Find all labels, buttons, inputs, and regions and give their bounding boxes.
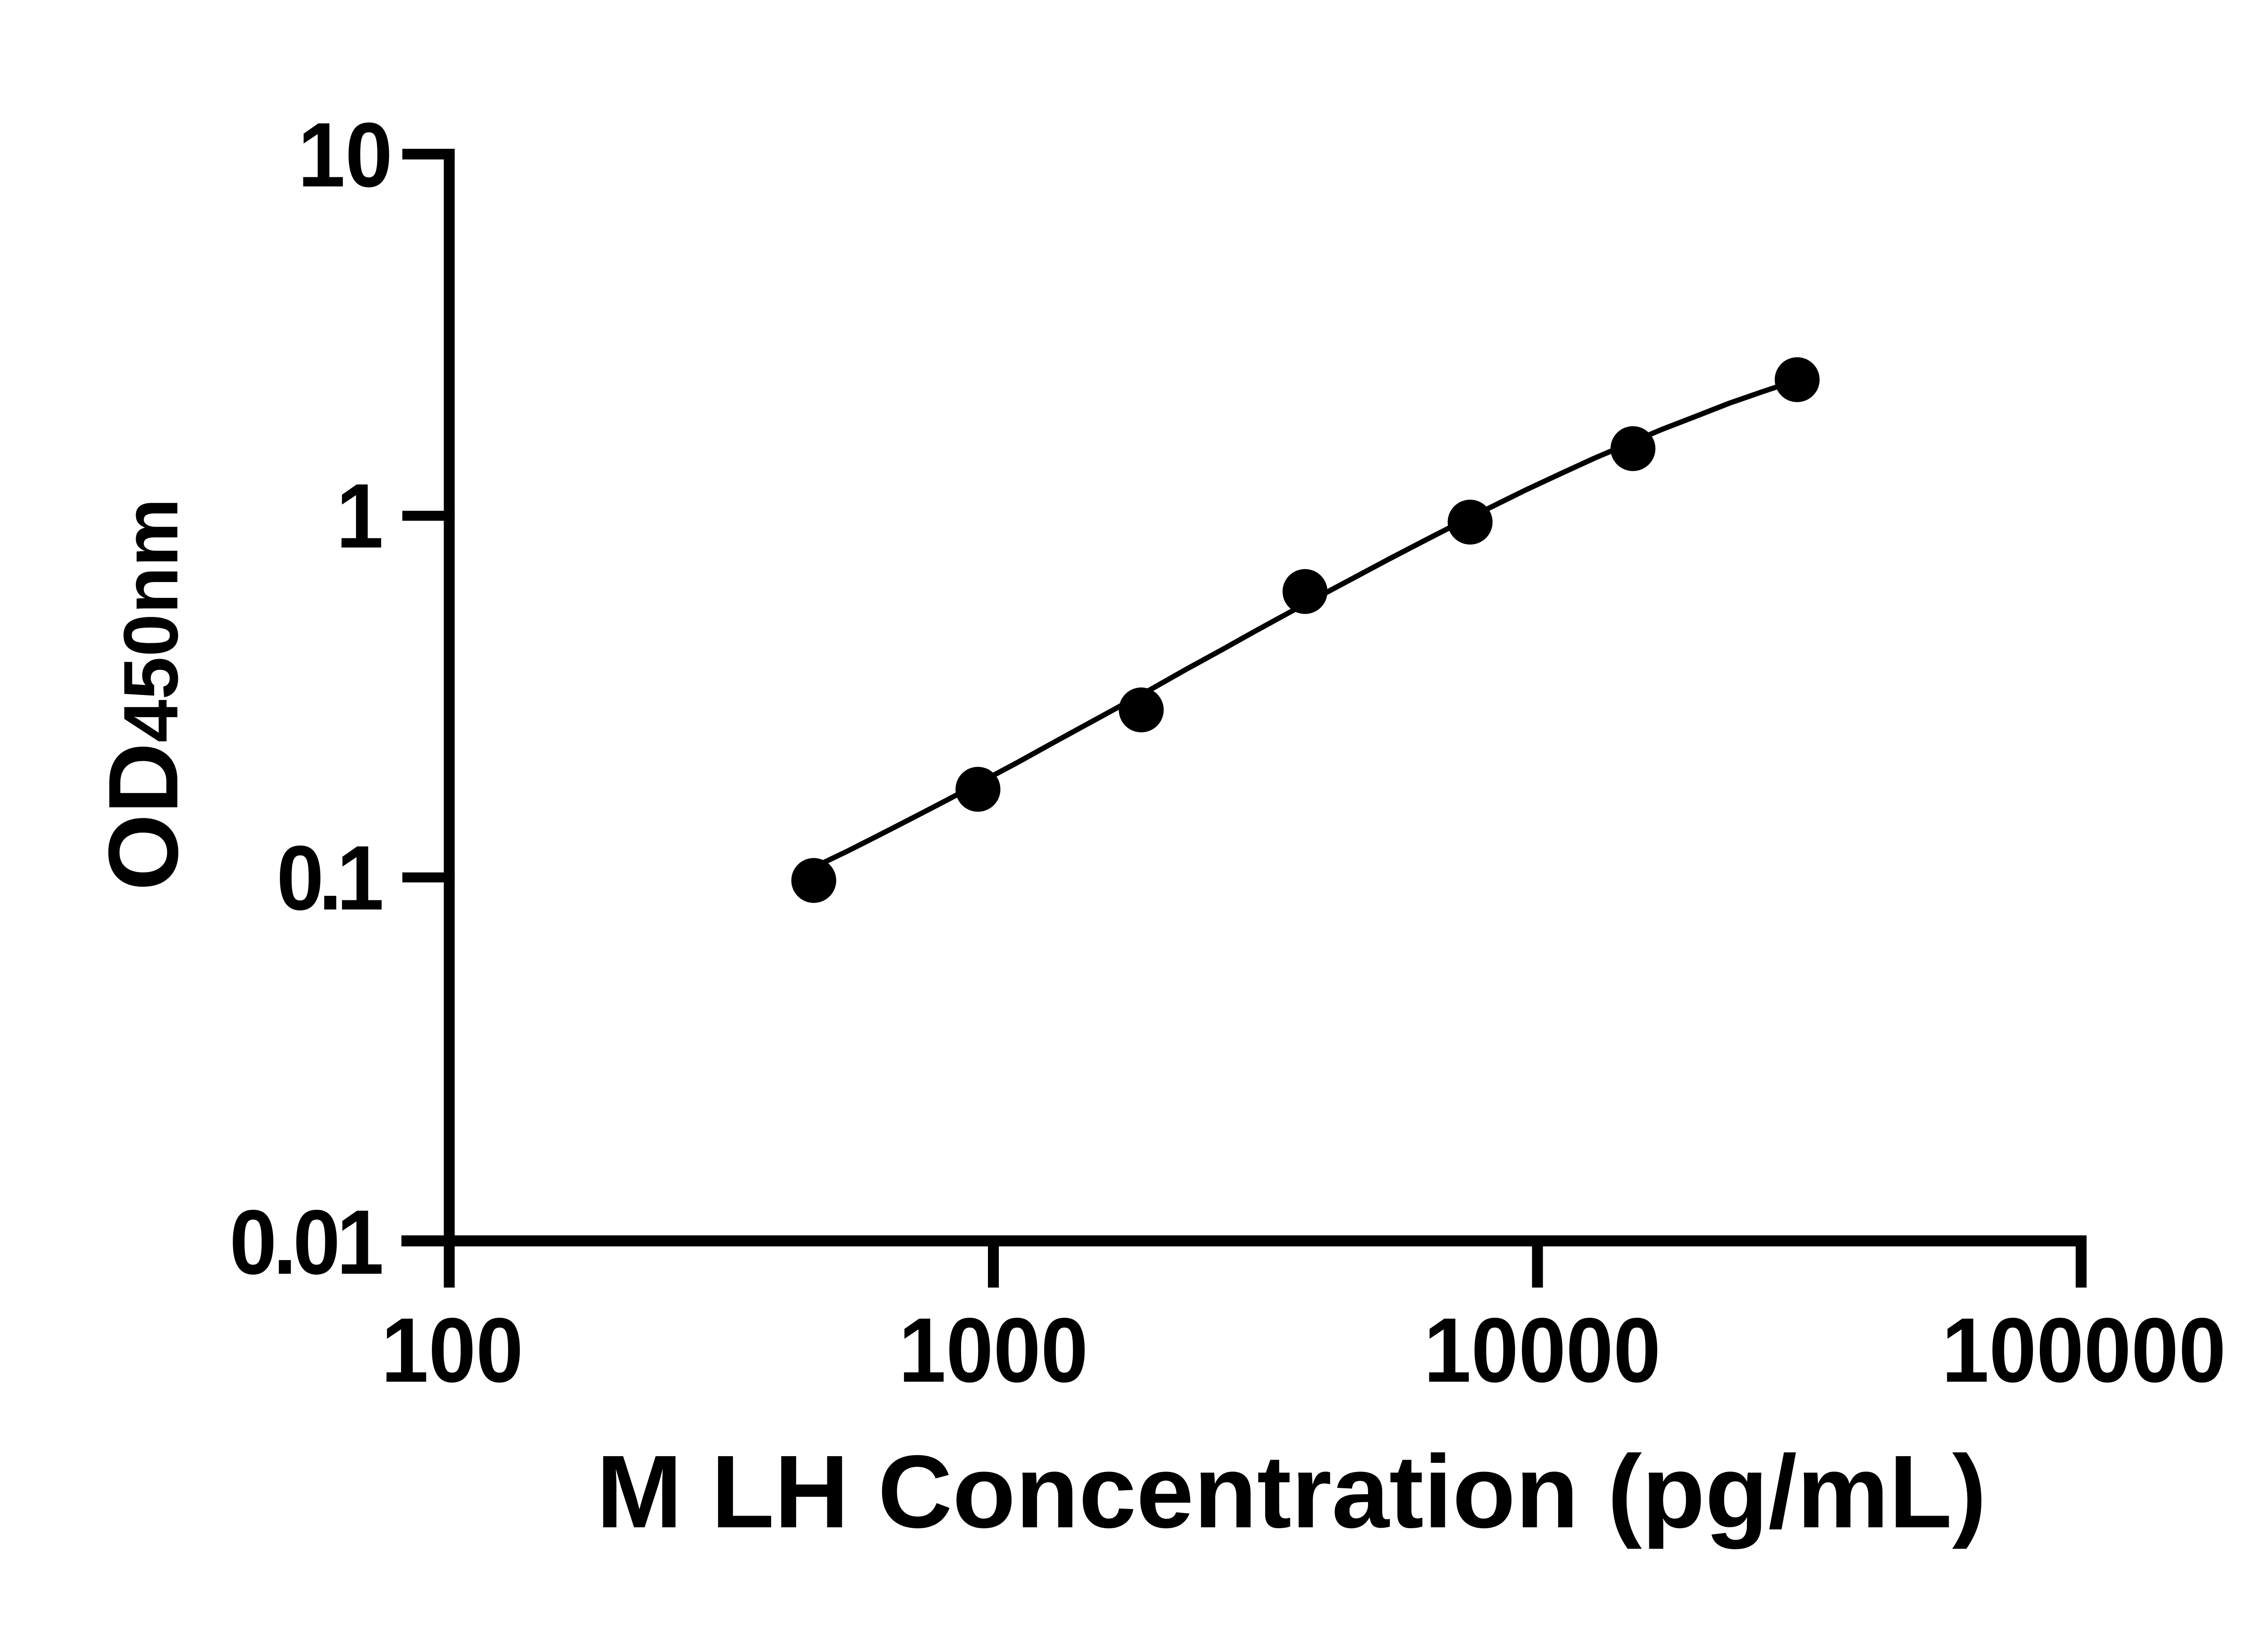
svg-text:0.1: 0.1 bbox=[277, 827, 382, 929]
svg-text:10000: 10000 bbox=[1424, 1299, 1661, 1402]
svg-text:M LH Concentration (pg/mL): M LH Concentration (pg/mL) bbox=[596, 1434, 1987, 1550]
svg-text:100: 100 bbox=[381, 1299, 523, 1402]
svg-text:0.01: 0.01 bbox=[230, 1191, 382, 1294]
svg-text:10: 10 bbox=[298, 104, 393, 206]
svg-text:1: 1 bbox=[336, 465, 383, 567]
svg-text:100000: 100000 bbox=[1942, 1299, 2226, 1402]
svg-text:OD450nm: OD450nm bbox=[88, 498, 199, 891]
svg-text:1000: 1000 bbox=[899, 1299, 1088, 1402]
